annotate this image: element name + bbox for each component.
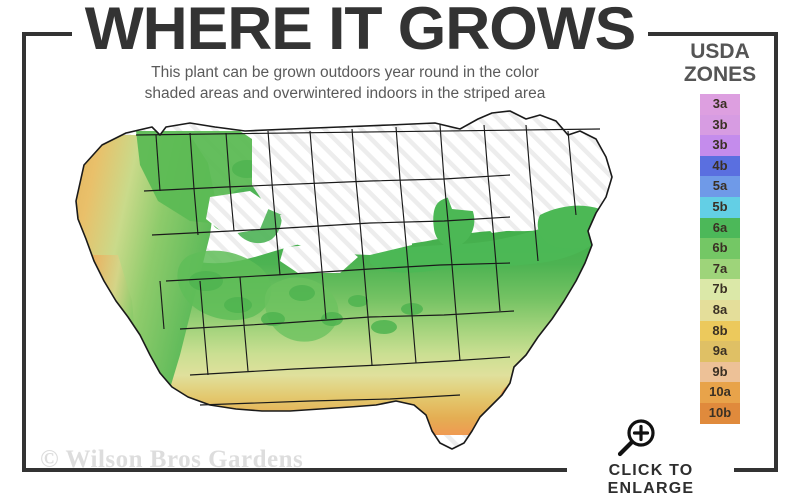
- usa-map-svg: [75, 110, 613, 450]
- frame-border-top-right: [648, 32, 778, 36]
- zone-swatch-6b-7[interactable]: 6b: [700, 238, 740, 259]
- hardiness-map[interactable]: [40, 105, 655, 455]
- usda-zones-legend: USDA ZONES 3a 3b 3b 4b 5a 5b 6a 6b 7a 7b 8a 8b 9a 9b 1…: [668, 40, 772, 424]
- frame-border-left: [22, 32, 26, 472]
- zone-swatch-8b-11[interactable]: 8b: [700, 320, 740, 342]
- click-to-enlarge-label[interactable]: CLICK TO ENLARGE: [607, 462, 695, 497]
- frame-border-bottom-left: [22, 468, 567, 472]
- legend-title: USDA ZONES: [668, 40, 772, 86]
- subtitle-line-2: shaded areas and overwintered indoors in…: [144, 85, 546, 102]
- watermark: © Wilson Bros Gardens: [40, 446, 304, 473]
- cold-region-new-england: [548, 133, 606, 201]
- zone-swatch-3b-2[interactable]: 3b: [700, 135, 740, 156]
- hardy-zone-shading-co-plateau: [264, 277, 339, 342]
- cold-region-plains: [252, 125, 444, 225]
- map-base-layers: [76, 111, 612, 449]
- cold-region-ks-patch: [280, 243, 358, 273]
- zone-swatch-6a-6[interactable]: 6a: [700, 217, 740, 239]
- zone-swatch-5b-5[interactable]: 5b: [700, 196, 740, 218]
- zone-swatch-4b-3[interactable]: 4b: [700, 155, 740, 177]
- zone-swatch-5a-4[interactable]: 5a: [700, 176, 740, 197]
- zone-swatch-10a-14[interactable]: 10a: [700, 382, 740, 403]
- zone-swatch-9b-13[interactable]: 9b: [700, 361, 740, 383]
- frame-border-right: [774, 32, 778, 472]
- cold-region-nebraska: [280, 209, 412, 255]
- zone-swatch-10b-15[interactable]: 10b: [700, 402, 740, 424]
- magnifier-plus-icon[interactable]: [614, 418, 658, 458]
- zone-swatch-7b-9[interactable]: 7b: [700, 279, 740, 300]
- zone-swatch-list: 3a 3b 3b 4b 5a 5b 6a 6b 7a 7b 8a 8b 9a 9b 10a 10b: [700, 94, 740, 424]
- zone-swatch-8a-10[interactable]: 8a: [700, 299, 740, 321]
- zone-swatch-3b-1[interactable]: 3b: [700, 114, 740, 136]
- page-subtitle: This plant can be grown outdoors year ro…: [40, 62, 650, 104]
- zone-swatch-9a-12[interactable]: 9a: [700, 341, 740, 362]
- state-boundaries: [75, 110, 613, 450]
- magnifier-plus-glyph: [617, 419, 655, 457]
- page-title: WHERE IT GROWS: [84, 0, 637, 62]
- legend-title-line-2: ZONES: [683, 63, 757, 86]
- frame-border-top-left: [22, 32, 72, 36]
- cold-region-wyoming: [206, 191, 270, 235]
- subtitle-line-1: This plant can be grown outdoors year ro…: [151, 64, 539, 81]
- cold-region-upper-midwest: [440, 127, 548, 213]
- frame-border-bottom-right: [734, 468, 778, 472]
- zone-swatch-7a-8[interactable]: 7a: [700, 258, 740, 280]
- legend-title-line-1: USDA: [690, 40, 750, 63]
- zone-swatch-3a-0[interactable]: 3a: [700, 94, 740, 115]
